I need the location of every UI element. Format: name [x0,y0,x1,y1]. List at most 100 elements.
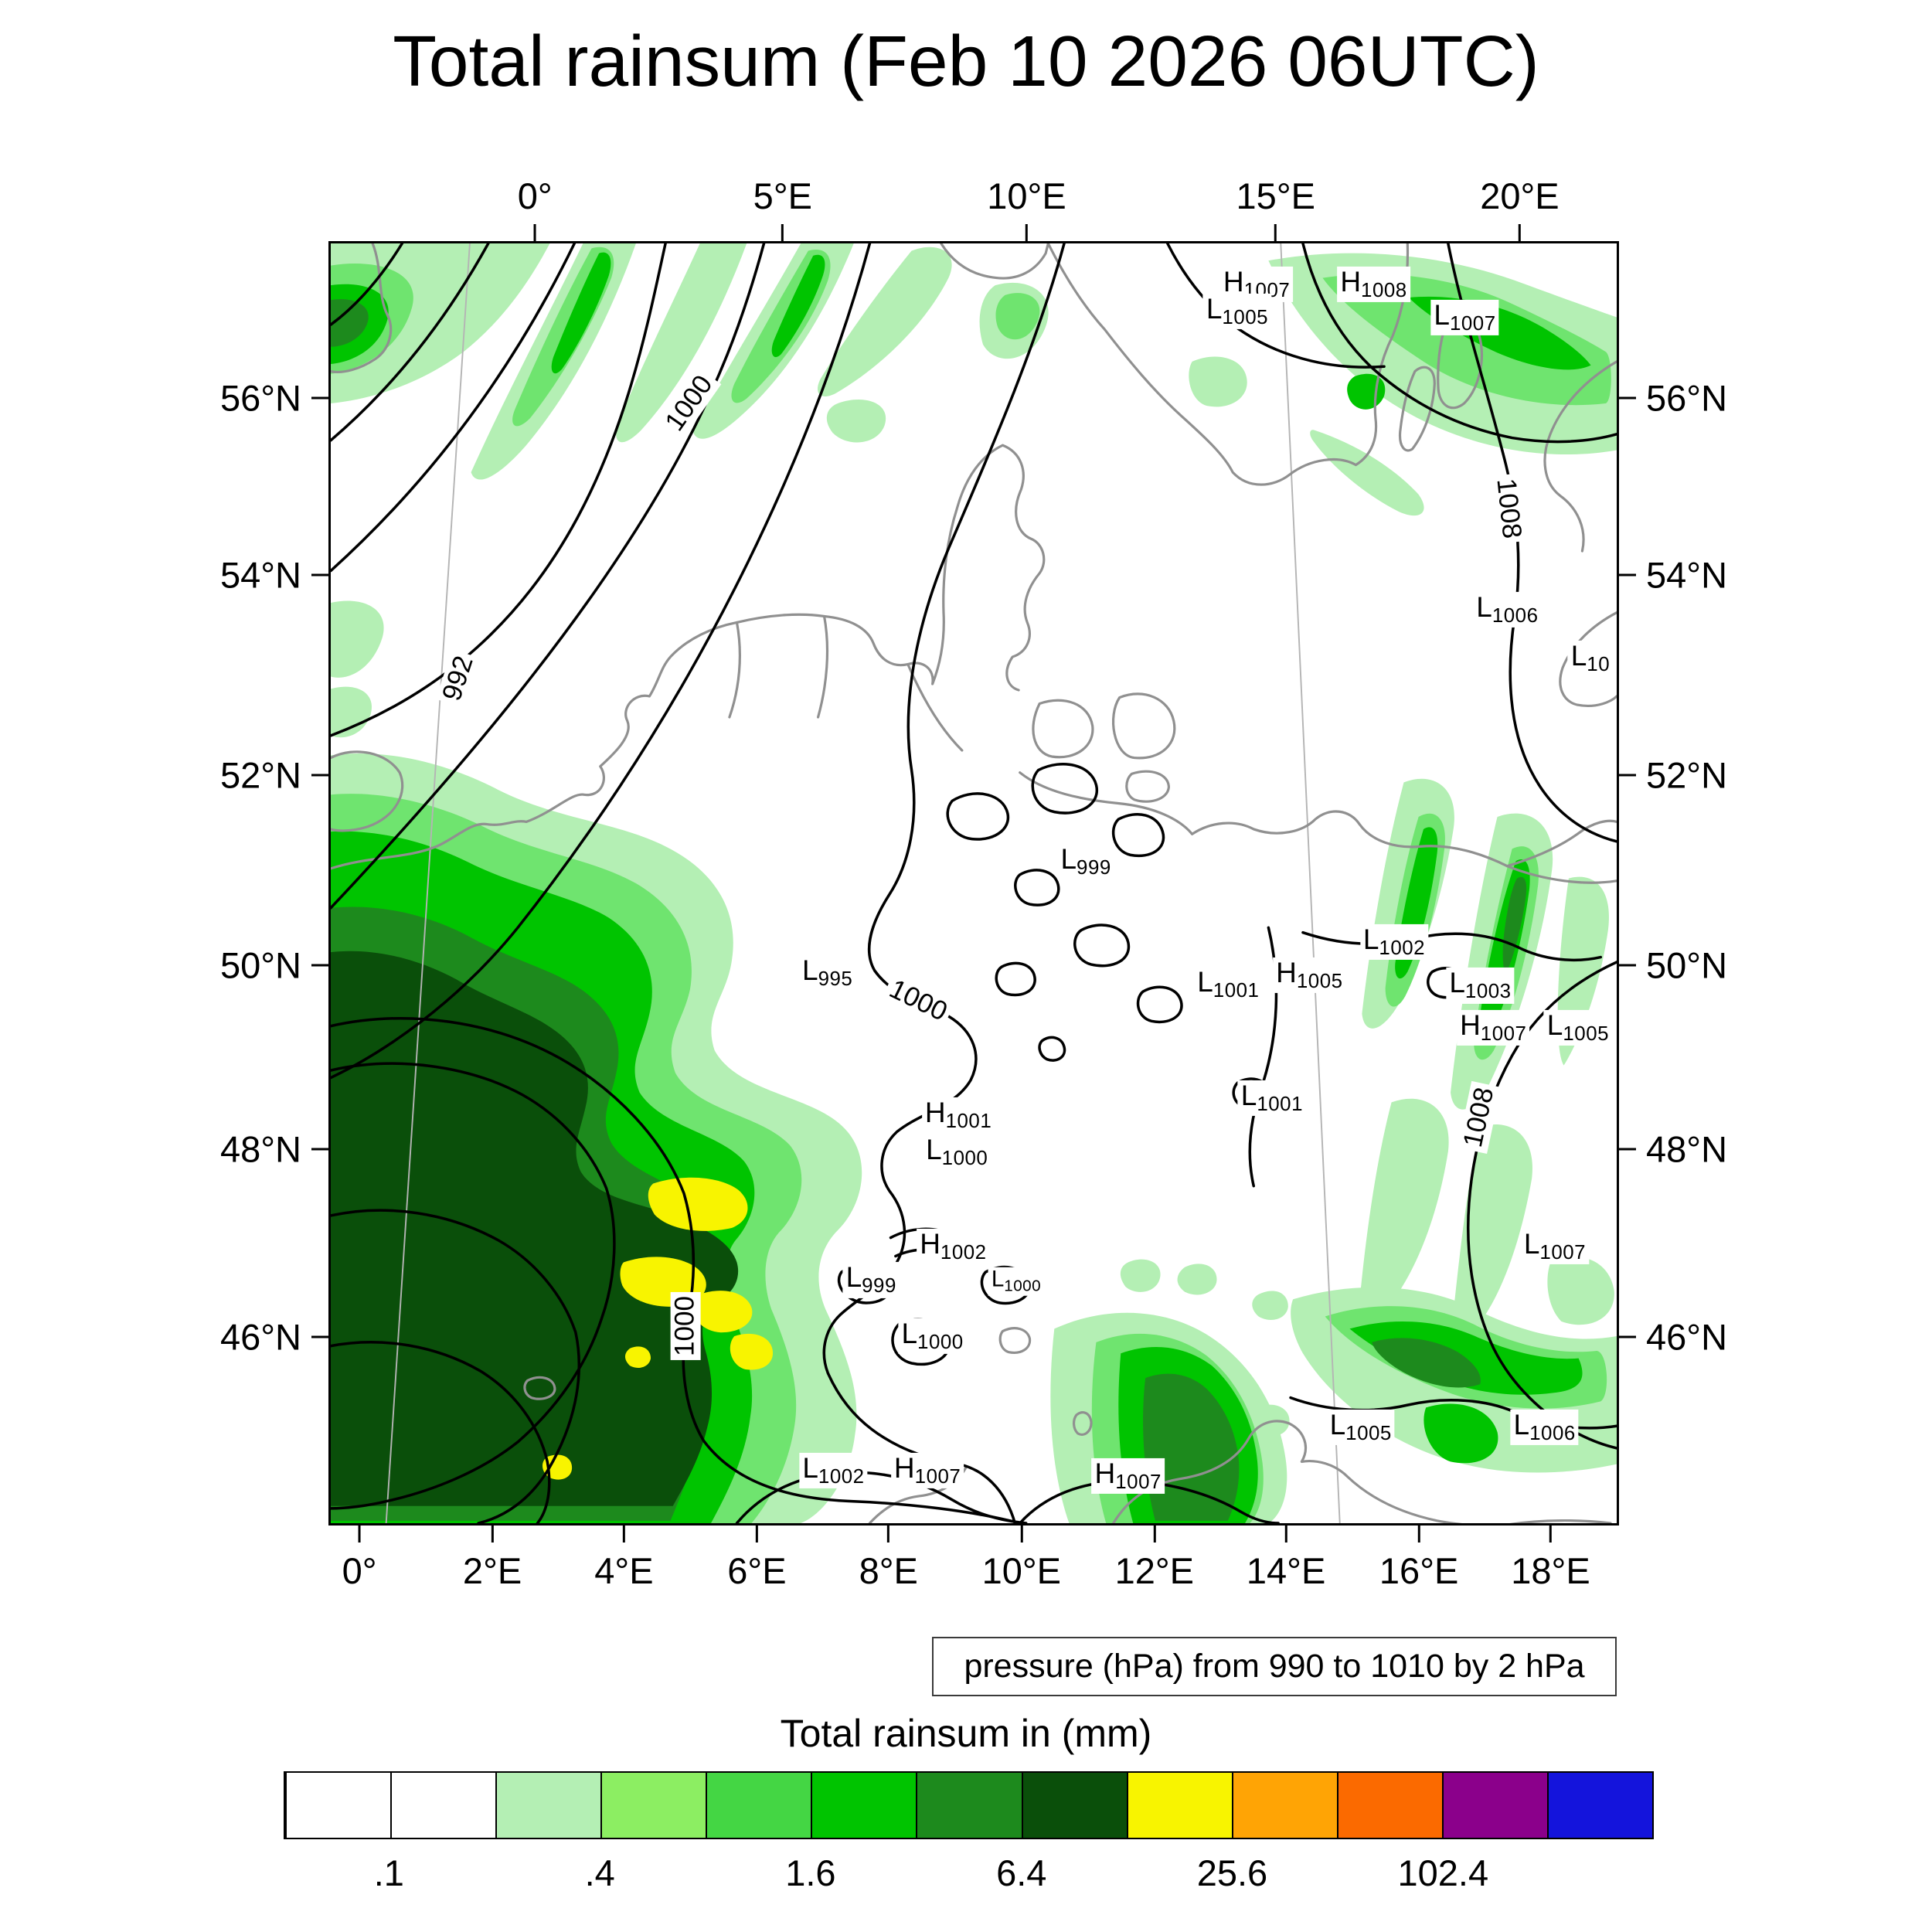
axis-label: 4°E [594,1550,654,1591]
rain-shading-yellow [542,1177,774,1480]
colorbar-cell [1546,1773,1653,1838]
pressure-note: pressure (hPa) from 990 to 1010 by 2 hPa [932,1637,1617,1696]
axis-tick-group: 6°E [727,1526,787,1589]
tick-mark [311,774,328,777]
tick-mark [781,224,784,241]
tick-mark [1549,1526,1552,1543]
map-graphics [331,243,1617,1523]
axis-tick-group: 20°E [1480,175,1560,241]
axis-tick-group: 50°N [220,947,328,984]
tick-mark [311,396,328,400]
axis-label: 50°N [219,944,301,986]
colorbar-tick-label: 102.4 [1397,1852,1489,1893]
axis-label: 46°N [1646,1316,1728,1358]
axis-tick-group: 2°E [463,1526,522,1589]
axis-tick-group: 16°E [1379,1526,1458,1589]
tick-mark [311,1148,328,1151]
colorbar-cell [811,1773,917,1838]
colorbar-cell [1126,1773,1232,1838]
colorbar-tick-labels: .1 .4 1.6 6.4 25.6 102.4 [284,1852,1654,1898]
tick-mark [1025,224,1028,241]
colorbar-tick-label: 6.4 [996,1852,1047,1893]
tick-mark [1274,224,1277,241]
tick-mark [358,1526,361,1543]
colorbar-cell [706,1773,811,1838]
colorbar-cell [1336,1773,1442,1838]
tick-mark [1619,774,1636,777]
map-plot-area: 1000 992 1008 1000 1000 1008 H1007 L [328,241,1619,1526]
tick-mark [1619,1148,1636,1151]
tick-mark [1619,573,1636,577]
colorbar-cell [1231,1773,1337,1838]
axis-tick-group: 18°E [1511,1526,1590,1589]
axis-label: 0° [342,1550,377,1591]
axis-label: 14°E [1246,1550,1326,1591]
axis-label: 16°E [1379,1550,1459,1591]
tick-mark [1020,1526,1023,1543]
axis-tick-group: 5°E [753,178,812,241]
axis-tick-group: 15°E [1236,178,1315,241]
tick-mark [1518,224,1521,241]
tick-mark [887,1526,890,1543]
axis-tick-group: 8°E [859,1526,918,1589]
axis-label: 56°N [1646,377,1728,419]
axis-tick-group: 46°N [1619,1318,1727,1355]
axis-tick-group: 50°N [1619,947,1727,984]
axis-label: 50°N [1646,944,1728,986]
tick-mark [311,573,328,577]
tick-mark [1284,1526,1287,1543]
legend-title: Total rainsum in (mm) [780,1712,1152,1755]
tick-mark [311,1335,328,1338]
axis-tick-group: 46°N [220,1318,328,1355]
axis-tick-group: 12°E [1115,1526,1194,1589]
axis-label: 48°N [1646,1128,1728,1170]
colorbar [284,1771,1654,1839]
axis-tick-group: 10°E [987,178,1066,241]
colorbar-tick-label: 1.6 [785,1852,836,1893]
axis-label: 52°N [219,754,301,796]
axis-tick-group: 54°N [1619,557,1727,594]
tick-mark [311,964,328,967]
colorbar-cell [1021,1773,1127,1838]
graticule-lines [385,243,1341,1523]
tick-mark [491,1526,494,1543]
tick-mark [1417,1526,1420,1543]
colorbar-cell [285,1773,391,1838]
axis-label: 12°E [1114,1550,1195,1591]
tick-mark [1153,1526,1156,1543]
tick-mark [622,1526,625,1543]
colorbar-cell [600,1773,706,1838]
axis-tick-group: 10°E [982,1526,1061,1589]
tick-mark [1619,964,1636,967]
coastlines [331,243,1617,1523]
axis-label: 15°E [1236,175,1315,216]
axis-label: 10°E [987,175,1066,216]
axis-tick-group: 48°N [220,1131,328,1168]
axis-tick-group: 54°N [220,557,328,594]
axis-label: 56°N [219,377,301,419]
axis-tick-group: 52°N [1619,757,1727,794]
colorbar-tick-label: .4 [584,1852,615,1893]
axis-tick-group: 4°E [594,1526,654,1591]
axis-label: 54°N [219,554,301,596]
colorbar-cell [495,1773,601,1838]
tick-mark [755,1526,758,1543]
axis-tick-group: 0° [518,178,553,241]
axis-tick-group: 48°N [1619,1131,1727,1168]
colorbar-cell [390,1773,496,1838]
axis-tick-group: 14°E [1247,1526,1325,1589]
axis-label: 20°E [1480,175,1560,216]
axis-label: 52°N [1646,754,1728,796]
axis-label: 0° [517,175,553,216]
axis-label: 18°E [1511,1550,1590,1591]
map-plot-wrap: 1000 992 1008 1000 1000 1008 H1007 L [220,178,1727,1589]
tick-mark [533,224,536,241]
colorbar-tick-label: 25.6 [1196,1852,1268,1893]
tick-mark [1619,1335,1636,1338]
tick-mark [1619,396,1636,400]
axis-label: 54°N [1646,554,1728,596]
axis-tick-group: 56°N [1619,379,1727,416]
page-title: Total rainsum (Feb 10 2026 06UTC) [393,21,1539,101]
axis-tick-group: 0° [342,1526,377,1589]
axis-label: 2°E [462,1550,522,1591]
